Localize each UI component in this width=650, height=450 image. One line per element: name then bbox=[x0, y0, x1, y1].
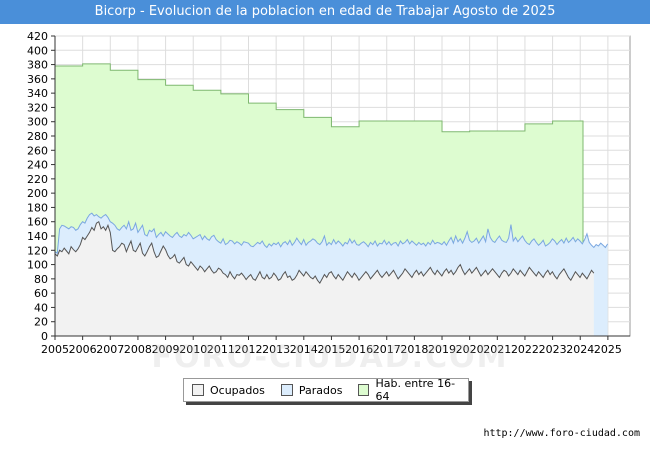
legend-label-parados: Parados bbox=[298, 383, 343, 397]
x-tick-label: 2021 bbox=[483, 343, 511, 356]
watermark: FORO-CIUDAD.COM bbox=[151, 340, 509, 375]
x-tick-label: 2015 bbox=[317, 343, 345, 356]
x-tick-label: 2007 bbox=[96, 343, 124, 356]
legend-item-parados: Parados bbox=[280, 383, 343, 397]
x-tick-label: 2016 bbox=[345, 343, 373, 356]
y-tick-label: 200 bbox=[27, 187, 48, 200]
axes bbox=[51, 35, 630, 340]
x-tick-label: 2006 bbox=[69, 343, 97, 356]
x-tick-label: 2025 bbox=[594, 343, 622, 356]
x-tick-label: 2010 bbox=[179, 343, 207, 356]
chart-area: 0204060801001201401601802002202402602803… bbox=[27, 30, 631, 356]
y-tick-label: 340 bbox=[27, 87, 48, 100]
y-tick-label: 80 bbox=[34, 273, 48, 286]
legend-swatch-parados bbox=[280, 384, 293, 396]
legend-label-hab: Hab. entre 16-64 bbox=[375, 377, 456, 403]
y-tick-label: 40 bbox=[34, 301, 48, 314]
y-tick-label: 160 bbox=[27, 216, 48, 229]
x-tick-label: 2017 bbox=[373, 343, 401, 356]
y-tick-label: 380 bbox=[27, 59, 48, 72]
y-tick-label: 320 bbox=[27, 101, 48, 114]
y-tick-label: 140 bbox=[27, 230, 48, 243]
y-tick-label: 60 bbox=[34, 287, 48, 300]
y-tick-label: 400 bbox=[27, 44, 48, 57]
y-tick-label: 120 bbox=[27, 244, 48, 257]
y-tick-label: 420 bbox=[27, 30, 48, 43]
y-tick-label: 220 bbox=[27, 173, 48, 186]
source-link[interactable]: http://www.foro-ciudad.com bbox=[483, 428, 640, 439]
x-tick-label: 2012 bbox=[235, 343, 263, 356]
x-tick-label: 2009 bbox=[152, 343, 180, 356]
series-ocupados-area bbox=[55, 221, 594, 336]
chart-legend: Ocupados Parados Hab. entre 16-64 bbox=[183, 377, 469, 403]
y-tick-label: 20 bbox=[34, 316, 48, 329]
x-tick-label: 2022 bbox=[511, 343, 539, 356]
series-areas bbox=[54, 63, 609, 337]
legend-label-ocupados: Ocupados bbox=[210, 383, 265, 397]
y-tick-label: 0 bbox=[41, 330, 48, 343]
y-tick-label: 100 bbox=[27, 259, 48, 272]
y-tick-labels: 0204060801001201401601802002202402602803… bbox=[27, 30, 48, 343]
series-parados-line bbox=[54, 212, 609, 254]
x-tick-label: 2014 bbox=[290, 343, 318, 356]
y-tick-label: 360 bbox=[27, 73, 48, 86]
y-tick-label: 180 bbox=[27, 201, 48, 214]
chart-title: Bicorp - Evolucion de la poblacion en ed… bbox=[0, 0, 650, 24]
legend-swatch-hab bbox=[358, 384, 370, 396]
x-tick-label: 2005 bbox=[41, 343, 69, 356]
x-tick-label: 2024 bbox=[566, 343, 594, 356]
x-tick-label: 2013 bbox=[262, 343, 290, 356]
x-tick-label: 2023 bbox=[539, 343, 567, 356]
y-tick-label: 280 bbox=[27, 130, 48, 143]
legend-item-ocupados: Ocupados bbox=[192, 384, 265, 397]
x-tick-label: 2020 bbox=[456, 343, 484, 356]
x-tick-label: 2018 bbox=[400, 343, 428, 356]
x-tick-label: 2019 bbox=[428, 343, 456, 356]
y-tick-label: 300 bbox=[27, 116, 48, 129]
x-tick-label: 2011 bbox=[207, 343, 235, 356]
legend-item-hab: Hab. entre 16-64 bbox=[358, 377, 460, 403]
legend-swatch-ocupados bbox=[192, 384, 204, 396]
x-tick-labels: 2005 2006 2007 2008 2009 2010 2011 2012 2013 2014… bbox=[41, 343, 622, 356]
y-tick-label: 240 bbox=[27, 159, 48, 172]
series-ocupados-line bbox=[54, 220, 595, 285]
y-tick-label: 260 bbox=[27, 144, 48, 157]
x-tick-label: 2008 bbox=[124, 343, 152, 356]
